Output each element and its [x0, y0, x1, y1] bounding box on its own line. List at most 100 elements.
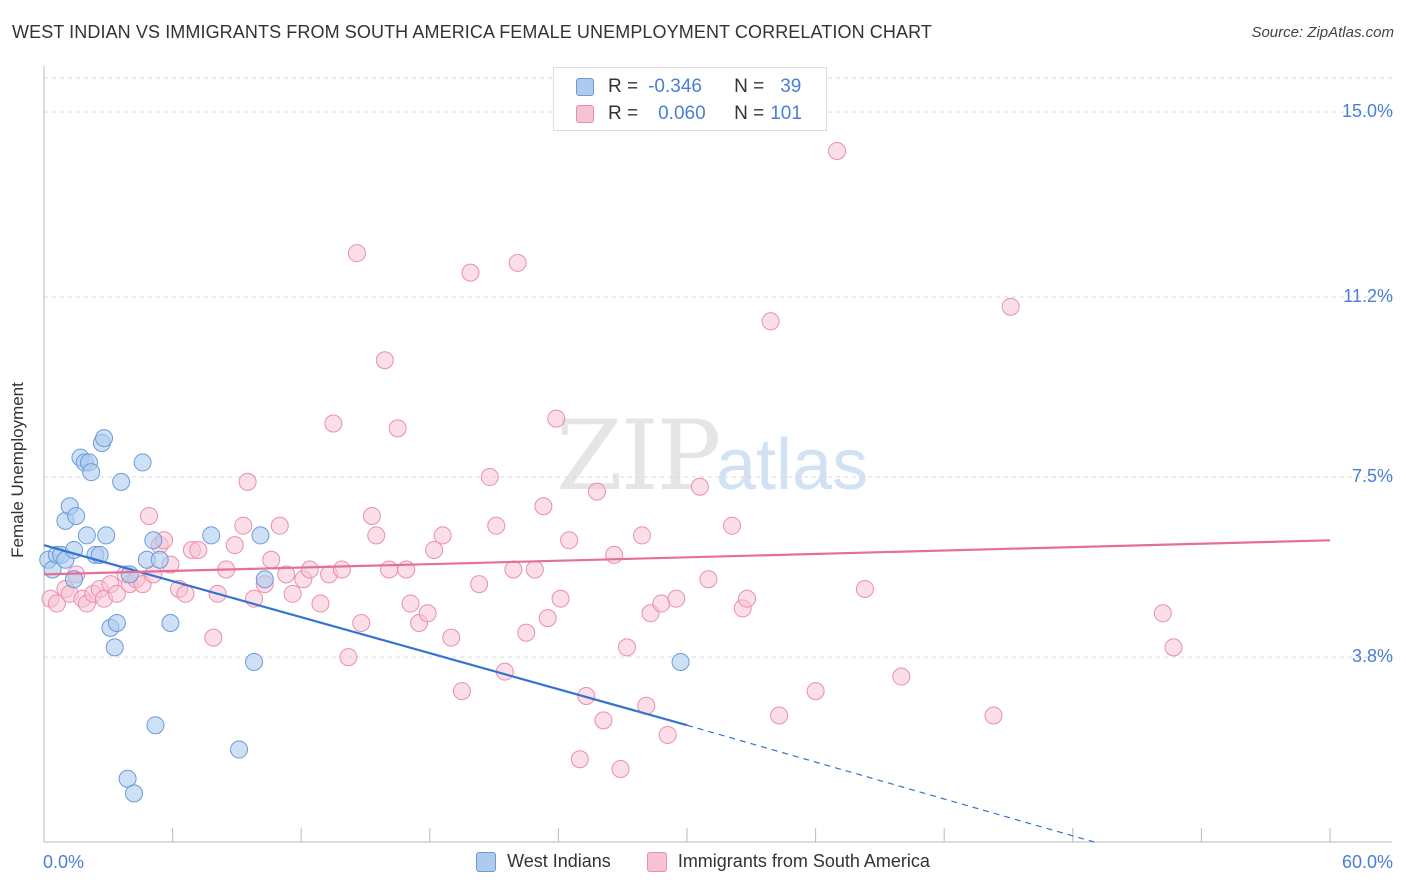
- data-point-west-indians: [202, 526, 221, 545]
- data-point-south-america: [855, 579, 874, 598]
- data-point-south-america: [525, 560, 544, 579]
- data-point-west-indians: [105, 638, 124, 657]
- legend-swatch-blue: [576, 78, 594, 96]
- data-point-south-america: [362, 506, 381, 525]
- legend-r-value: -0.346: [648, 76, 702, 97]
- trendline-south-america: [43, 539, 1331, 576]
- data-point-west-indians: [245, 652, 264, 671]
- data-point-south-america: [828, 141, 847, 160]
- data-point-south-america: [367, 526, 386, 545]
- data-point-south-america: [433, 526, 452, 545]
- legend-label: West Indians: [507, 851, 611, 871]
- data-point-south-america: [262, 550, 281, 569]
- data-point-south-america: [723, 516, 742, 535]
- data-point-south-america: [332, 560, 351, 579]
- legend-n-value: 101: [770, 103, 802, 124]
- data-point-south-america: [517, 623, 536, 642]
- data-point-south-america: [470, 575, 489, 594]
- data-point-south-america: [508, 253, 527, 272]
- data-point-south-america: [667, 589, 686, 608]
- data-point-south-america: [347, 244, 366, 263]
- watermark-zip: ZIP: [556, 400, 721, 512]
- legend-row-west-indians: R = -0.346 N = 39: [576, 75, 801, 99]
- data-point-south-america: [107, 584, 126, 603]
- legend-swatch-pink: [576, 105, 594, 123]
- source-label: Source: ZipAtlas.com: [1251, 24, 1394, 41]
- data-point-south-america: [375, 351, 394, 370]
- legend-swatch-blue: [476, 851, 497, 872]
- data-point-south-america: [352, 614, 371, 633]
- data-point-south-america: [611, 760, 630, 779]
- data-point-west-indians: [671, 652, 690, 671]
- data-point-south-america: [311, 594, 330, 613]
- y-tick-label: 15.0%: [1341, 101, 1393, 122]
- data-point-south-america: [425, 541, 444, 560]
- x-tick-label-min: 0.0%: [43, 852, 85, 872]
- data-point-south-america: [587, 482, 606, 501]
- data-point-south-america: [605, 545, 624, 564]
- data-point-west-indians: [251, 526, 270, 545]
- data-point-south-america: [570, 750, 589, 769]
- data-point-south-america: [189, 541, 208, 560]
- data-point-south-america: [1001, 297, 1020, 316]
- data-point-south-america: [225, 536, 244, 555]
- legend-swatch-pink: [646, 851, 667, 872]
- data-point-south-america: [238, 472, 257, 491]
- legend-r-value: 0.060: [658, 103, 706, 124]
- data-point-west-indians: [150, 550, 169, 569]
- y-tick-label: 7.5%: [1351, 466, 1393, 487]
- data-point-west-indians: [97, 526, 116, 545]
- data-point-south-america: [806, 682, 825, 701]
- data-point-south-america: [461, 263, 480, 282]
- data-point-west-indians: [144, 531, 163, 550]
- data-point-south-america: [47, 594, 66, 613]
- data-point-west-indians: [82, 463, 101, 482]
- data-point-south-america: [418, 604, 437, 623]
- data-point-south-america: [658, 725, 677, 744]
- data-point-south-america: [140, 506, 159, 525]
- data-point-south-america: [534, 497, 553, 516]
- data-point-south-america: [632, 526, 651, 545]
- legend-r-label: R =: [608, 103, 639, 124]
- data-point-south-america: [1164, 638, 1183, 657]
- data-point-west-indians: [146, 716, 165, 735]
- data-point-south-america: [738, 589, 757, 608]
- data-point-south-america: [176, 584, 195, 603]
- data-point-south-america: [380, 560, 399, 579]
- data-point-west-indians: [107, 614, 126, 633]
- legend-n-label: N =: [734, 103, 765, 124]
- data-point-south-america: [690, 477, 709, 496]
- legend-n-value: 39: [780, 76, 802, 97]
- data-point-south-america: [442, 628, 461, 647]
- data-point-south-america: [560, 531, 579, 550]
- data-point-west-indians: [95, 429, 114, 448]
- y-tick-label: 11.2%: [1343, 285, 1393, 306]
- data-point-south-america: [594, 711, 613, 730]
- data-point-south-america: [1153, 604, 1172, 623]
- data-point-south-america: [339, 648, 358, 667]
- data-point-south-america: [761, 312, 780, 331]
- data-point-south-america: [388, 419, 407, 438]
- series-legend: West Indians Immigrants from South Ameri…: [0, 851, 1406, 872]
- trendline-west-indians: [43, 544, 688, 727]
- data-point-south-america: [234, 516, 253, 535]
- data-point-south-america: [699, 570, 718, 589]
- data-point-west-indians: [255, 570, 274, 589]
- y-tick-label: 3.8%: [1351, 646, 1393, 667]
- data-point-south-america: [652, 594, 671, 613]
- data-point-south-america: [204, 628, 223, 647]
- correlation-legend: R = -0.346 N = 39 R = 0.060 N = 101: [553, 67, 827, 131]
- data-point-south-america: [283, 584, 302, 603]
- data-point-south-america: [504, 560, 523, 579]
- data-point-south-america: [770, 706, 789, 725]
- data-point-south-america: [270, 516, 289, 535]
- legend-item-west-indians[interactable]: West Indians: [476, 851, 611, 872]
- legend-n-label: N =: [734, 76, 765, 97]
- data-point-south-america: [551, 589, 570, 608]
- legend-item-south-america[interactable]: Immigrants from South America: [646, 851, 930, 872]
- data-point-west-indians: [125, 784, 144, 803]
- data-point-south-america: [324, 414, 343, 433]
- legend-row-south-america: R = 0.060 N = 101: [576, 102, 802, 126]
- data-point-south-america: [277, 565, 296, 584]
